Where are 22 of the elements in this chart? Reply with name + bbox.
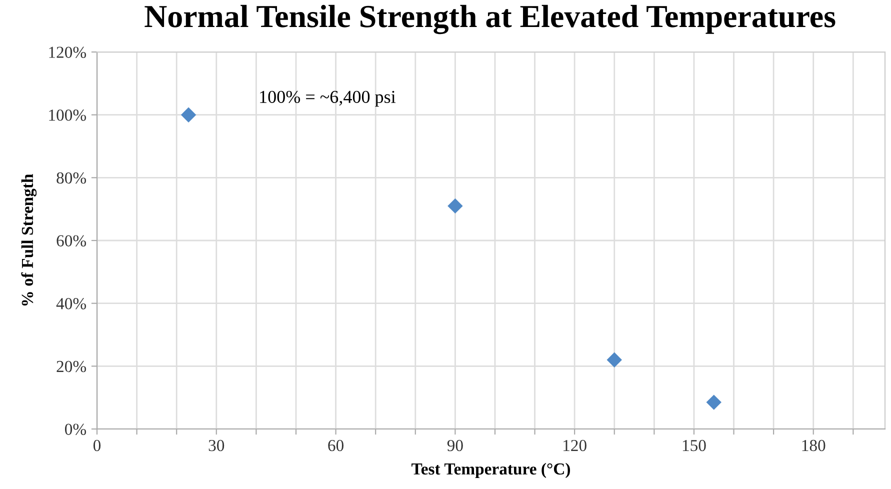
x-tick-label: 180 <box>802 440 826 452</box>
x-tick-label: 60 <box>328 440 344 452</box>
y-tick-label: 120% <box>49 46 86 58</box>
y-tick-label: 80% <box>56 172 86 184</box>
x-tick-label: 120 <box>564 440 586 452</box>
y-tick-label: 20% <box>56 360 86 372</box>
x-axis-title: Test Temperature (°C) <box>412 462 570 478</box>
x-tick-label: 30 <box>208 440 224 452</box>
y-tick-label: 60% <box>56 235 86 246</box>
y-axis-title: % of Full Strength <box>21 174 37 306</box>
chart-title: Normal Tensile Strength at Elevated Temperatures <box>144 4 836 34</box>
x-tick-label: 0 <box>93 440 101 452</box>
y-tick-label: 100% <box>49 110 86 121</box>
y-tick-label: 0% <box>65 424 86 435</box>
point <box>706 394 722 410</box>
x-tick-label: 150 <box>682 440 706 452</box>
point <box>448 198 463 214</box>
point <box>606 352 622 368</box>
x-tick-label: 90 <box>447 440 463 452</box>
annotation: 100% = ~6,400 psi <box>260 90 396 107</box>
point <box>180 107 196 122</box>
y-tick-label: 40% <box>56 298 86 310</box>
